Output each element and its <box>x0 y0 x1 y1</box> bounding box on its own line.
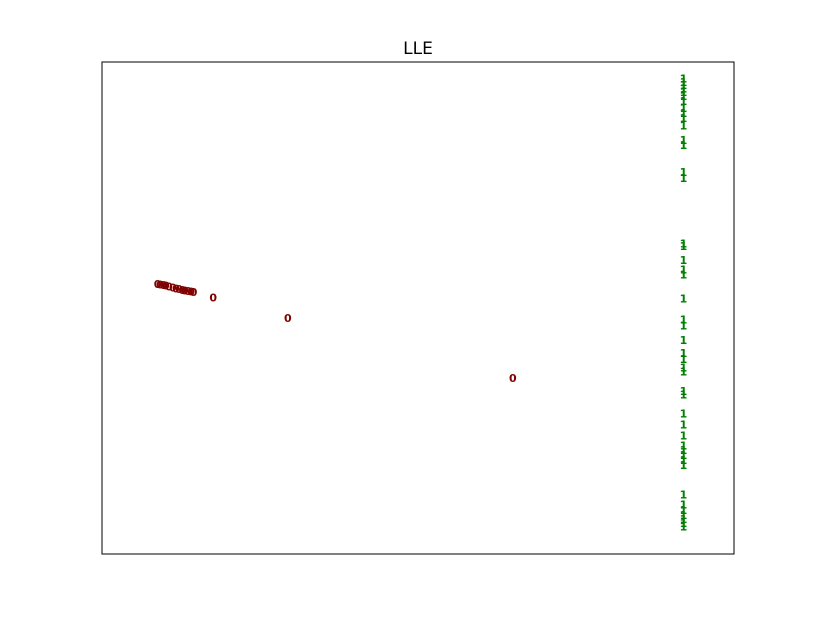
point-label-series-1-21: 1 <box>680 313 688 326</box>
point-label-series-0-15: 0 <box>509 372 517 385</box>
point-label-series-0-7: 0 <box>175 283 183 296</box>
point-label-series-1-5: 1 <box>680 90 688 103</box>
point-label-series-1-15: 1 <box>680 238 688 251</box>
point-label-series-1-18: 1 <box>680 264 688 277</box>
point-label-series-1-25: 1 <box>680 353 688 366</box>
point-label-series-0-2: 0 <box>159 279 167 292</box>
point-label-series-1-39: 1 <box>680 498 688 511</box>
point-label-series-1-14: 1 <box>680 172 688 185</box>
point-label-series-1-13: 1 <box>680 166 688 179</box>
point-label-series-0-11: 0 <box>187 285 195 298</box>
point-label-series-1-30: 1 <box>680 407 688 420</box>
point-label-series-0-5: 0 <box>169 281 177 294</box>
point-label-series-1-43: 1 <box>680 517 688 530</box>
point-label-series-1-0: 1 <box>680 73 688 86</box>
point-label-series-1-12: 1 <box>680 139 688 152</box>
point-label-series-1-19: 1 <box>680 269 688 282</box>
point-label-series-0-9: 0 <box>181 284 189 297</box>
point-label-series-1-6: 1 <box>680 95 688 108</box>
point-label-series-1-4: 1 <box>680 86 688 99</box>
point-label-series-0-0: 0 <box>154 278 162 291</box>
point-label-series-0-8: 0 <box>178 284 186 297</box>
point-label-series-1-37: 1 <box>680 459 688 472</box>
plot-area-frame <box>101 61 735 555</box>
chart-title: LLE <box>403 39 433 59</box>
point-label-series-1-11: 1 <box>680 134 688 147</box>
point-label-series-1-17: 1 <box>680 254 688 267</box>
point-label-series-1-35: 1 <box>680 449 688 462</box>
point-label-series-1-24: 1 <box>680 347 688 360</box>
point-label-series-0-10: 0 <box>184 285 192 298</box>
point-label-series-1-9: 1 <box>680 112 688 125</box>
point-label-series-1-40: 1 <box>680 504 688 517</box>
point-label-series-1-28: 1 <box>680 385 688 398</box>
point-label-series-0-12: 0 <box>190 286 198 299</box>
point-label-series-1-38: 1 <box>680 489 688 502</box>
point-label-series-1-42: 1 <box>680 513 688 526</box>
point-label-series-1-10: 1 <box>680 120 688 133</box>
point-label-series-1-44: 1 <box>680 520 688 533</box>
point-label-series-1-27: 1 <box>680 366 688 379</box>
point-label-series-1-33: 1 <box>680 439 688 452</box>
point-label-series-0-13: 0 <box>209 292 217 305</box>
point-label-series-1-36: 1 <box>680 454 688 467</box>
point-label-series-0-4: 0 <box>165 280 173 293</box>
point-label-series-1-22: 1 <box>680 320 688 333</box>
point-label-series-1-1: 1 <box>680 76 688 89</box>
point-label-series-1-3: 1 <box>680 83 688 96</box>
point-label-series-0-14: 0 <box>284 312 292 325</box>
point-label-series-1-20: 1 <box>680 293 688 306</box>
point-label-series-0-3: 0 <box>162 279 170 292</box>
point-label-series-1-23: 1 <box>680 334 688 347</box>
point-label-series-1-32: 1 <box>680 429 688 442</box>
point-label-series-1-8: 1 <box>680 107 688 120</box>
point-label-series-1-26: 1 <box>680 362 688 375</box>
point-label-series-1-41: 1 <box>680 509 688 522</box>
point-label-series-1-16: 1 <box>680 240 688 253</box>
point-label-series-0-1: 0 <box>156 278 164 291</box>
point-label-series-1-7: 1 <box>680 102 688 115</box>
point-label-series-1-2: 1 <box>680 79 688 92</box>
point-label-series-1-29: 1 <box>680 389 688 402</box>
point-label-series-0-6: 0 <box>172 282 180 295</box>
point-label-series-1-34: 1 <box>680 444 688 457</box>
point-label-series-1-31: 1 <box>680 419 688 432</box>
